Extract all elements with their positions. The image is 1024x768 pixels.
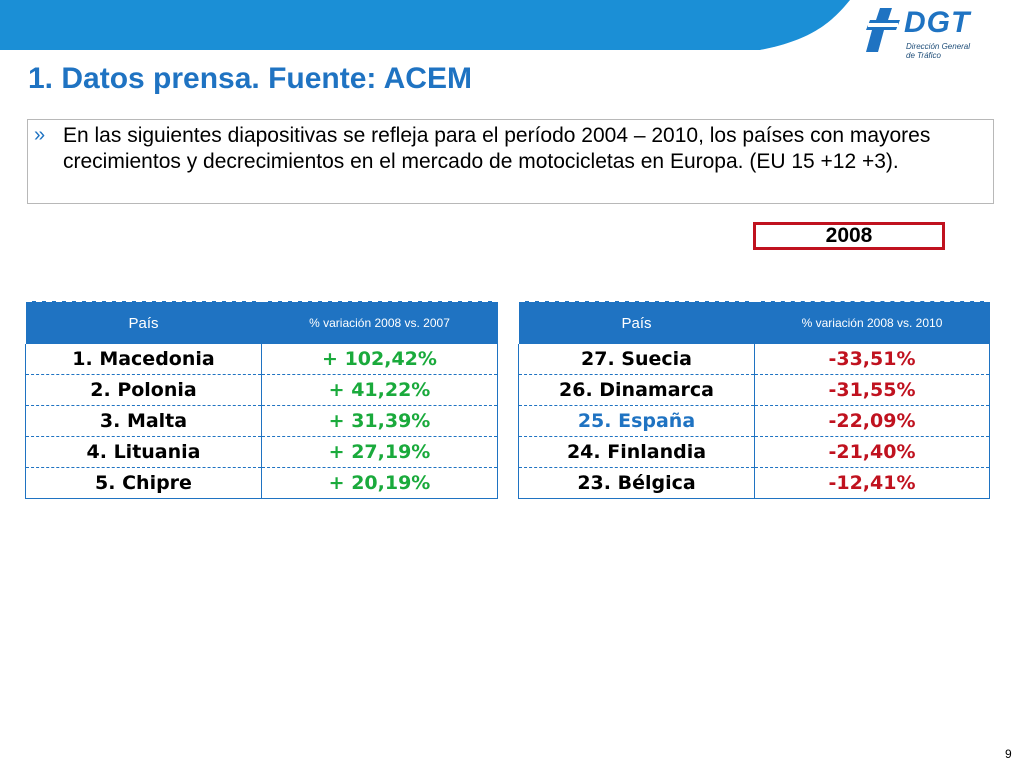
bullet-marker: » bbox=[34, 124, 46, 146]
variation-cell: + 20,19% bbox=[261, 467, 498, 499]
table-row: 26. Dinamarca -31,55% bbox=[518, 374, 990, 406]
decline-table-header-row: País % variación 2008 vs. 2010 bbox=[518, 300, 990, 344]
table-row: 4. Lituania + 27,19% bbox=[25, 436, 498, 468]
variation-cell: + 102,42% bbox=[261, 344, 498, 375]
page-title: 1. Datos prensa. Fuente: ACEM bbox=[28, 62, 472, 95]
variation-cell: + 41,22% bbox=[261, 374, 498, 406]
page-number: 9 bbox=[1005, 747, 1012, 761]
table-row: 27. Suecia -33,51% bbox=[518, 344, 990, 375]
logo-subtitle-line2: de Tráfico bbox=[906, 51, 941, 60]
growth-table-header-row: País % variación 2008 vs. 2007 bbox=[25, 300, 498, 344]
variation-cell: + 27,19% bbox=[261, 436, 498, 468]
table-row: 25. España -22,09% bbox=[518, 405, 990, 437]
variation-cell: -12,41% bbox=[754, 467, 990, 499]
intro-text: En las siguientes diapositivas se reflej… bbox=[63, 124, 931, 173]
country-cell: 25. España bbox=[518, 405, 755, 437]
country-cell: 1. Macedonia bbox=[25, 344, 262, 375]
header-wave-band bbox=[0, 0, 850, 50]
country-cell: 5. Chipre bbox=[25, 467, 262, 499]
year-label-box: 2008 bbox=[753, 222, 945, 250]
variation-cell: -21,40% bbox=[754, 436, 990, 468]
table-row: 24. Finlandia -21,40% bbox=[518, 436, 990, 468]
decline-header-variation: % variación 2008 vs. 2010 bbox=[754, 300, 990, 344]
country-cell: 26. Dinamarca bbox=[518, 374, 755, 406]
country-cell: 27. Suecia bbox=[518, 344, 755, 375]
dgt-cross-icon bbox=[866, 8, 900, 52]
intro-text-box: » En las siguientes diapositivas se refl… bbox=[27, 119, 994, 204]
country-cell: 2. Polonia bbox=[25, 374, 262, 406]
variation-cell: -22,09% bbox=[754, 405, 990, 437]
logo-subtitle: Dirección General de Tráfico bbox=[906, 42, 1016, 60]
country-cell: 4. Lituania bbox=[25, 436, 262, 468]
growth-header-country: País bbox=[25, 300, 262, 344]
table-row: 23. Bélgica -12,41% bbox=[518, 467, 990, 499]
decline-table: País % variación 2008 vs. 2010 27. Sueci… bbox=[518, 300, 990, 499]
country-cell: 23. Bélgica bbox=[518, 467, 755, 499]
dgt-logo: DGT Dirección General de Tráfico bbox=[866, 4, 1016, 64]
table-row: 2. Polonia + 41,22% bbox=[25, 374, 498, 406]
decline-header-country: País bbox=[518, 300, 755, 344]
variation-cell: -31,55% bbox=[754, 374, 990, 406]
variation-cell: + 31,39% bbox=[261, 405, 498, 437]
growth-table: País % variación 2008 vs. 2007 1. Macedo… bbox=[25, 300, 498, 499]
growth-header-variation: % variación 2008 vs. 2007 bbox=[261, 300, 498, 344]
variation-cell: -33,51% bbox=[754, 344, 990, 375]
country-cell: 24. Finlandia bbox=[518, 436, 755, 468]
table-row: 5. Chipre + 20,19% bbox=[25, 467, 498, 499]
logo-wordmark: DGT bbox=[904, 6, 971, 39]
logo-subtitle-line1: Dirección General bbox=[906, 42, 971, 51]
table-row: 3. Malta + 31,39% bbox=[25, 405, 498, 437]
country-cell: 3. Malta bbox=[25, 405, 262, 437]
table-row: 1. Macedonia + 102,42% bbox=[25, 344, 498, 375]
